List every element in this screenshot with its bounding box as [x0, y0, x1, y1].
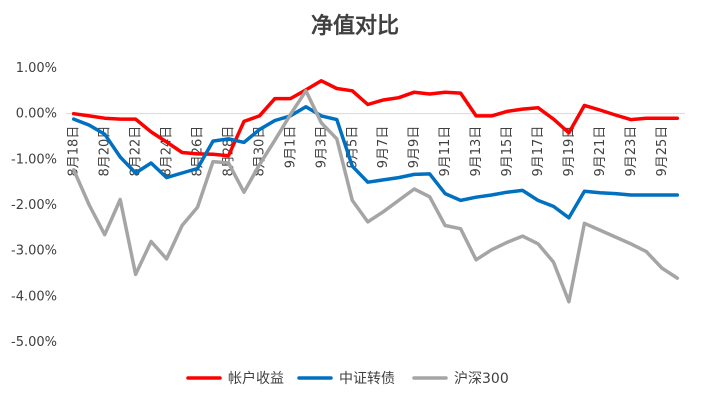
- x-tick-label: 9月1日: [283, 126, 298, 169]
- y-tick-label: -2.00%: [11, 198, 57, 213]
- x-tick-label: 9月23日: [624, 126, 639, 177]
- y-tick-label: -3.00%: [11, 244, 57, 259]
- x-tick-label: 9月9日: [407, 126, 422, 169]
- x-tick-label: 9月17日: [531, 126, 546, 177]
- series-layer: [71, 79, 680, 304]
- legend-label: 沪深300: [454, 371, 509, 387]
- y-tick-label: 0.00%: [16, 107, 57, 122]
- y-tick-label: -1.00%: [11, 152, 57, 167]
- series-line-3: [71, 89, 680, 304]
- legend-label: 帐户收益: [228, 370, 284, 387]
- x-tick-label: 9月13日: [469, 126, 484, 177]
- y-tick-label: 1.00%: [16, 61, 57, 76]
- x-tick-label: 8月24日: [160, 126, 175, 177]
- x-tick-label: 8月30日: [252, 126, 267, 177]
- x-tick-label: 9月21日: [593, 126, 608, 177]
- series-line-2: [71, 105, 680, 220]
- series-line-1: [71, 79, 680, 158]
- x-tick-label: 9月19日: [562, 126, 577, 177]
- x-tick-label: 8月22日: [129, 126, 144, 177]
- x-tick-label: 9月15日: [500, 126, 515, 177]
- x-tick-label: 8月18日: [67, 126, 82, 177]
- x-tick-label: 9月3日: [314, 126, 329, 169]
- y-axis: 1.00% 0.00% -1.00% -2.00% -3.00% -4.00% -5.00%: [11, 61, 57, 350]
- x-tick-label: 9月25日: [655, 126, 670, 177]
- legend-label: 中证转债: [339, 371, 395, 387]
- x-tick-label: 9月11日: [438, 126, 453, 177]
- legend: 帐户收益 中证转债 沪深300: [186, 370, 509, 387]
- x-tick-label: 9月7日: [376, 126, 391, 169]
- chart-title: 净值对比: [311, 13, 399, 39]
- y-tick-label: -5.00%: [11, 335, 57, 350]
- y-tick-label: -4.00%: [11, 289, 57, 304]
- x-axis: 8月18日 8月20日 8月22日 8月24日 8月26日 8月28日 8月30日 9月1日 9…: [66, 113, 685, 177]
